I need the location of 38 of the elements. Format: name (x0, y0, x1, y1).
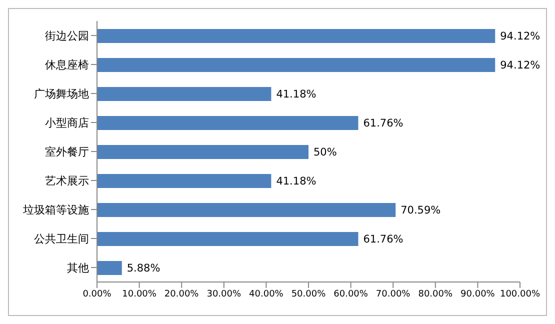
data-label: 61.76% (363, 234, 404, 246)
x-tick-label: 70.00% (376, 289, 411, 300)
data-label: 70.59% (400, 204, 441, 217)
data-label: 41.18% (276, 88, 316, 101)
bar (97, 58, 496, 72)
y-tick-label: 其他 (67, 261, 89, 274)
data-label: 50% (314, 146, 337, 159)
data-label: 41.18% (276, 176, 316, 188)
x-tick-label: 30.00% (206, 289, 242, 300)
x-tick-label: 80.00% (418, 289, 453, 300)
bar (97, 145, 308, 159)
x-tick-label: 20.00% (164, 289, 200, 300)
data-label: 94.12% (500, 30, 540, 43)
bar (97, 29, 496, 43)
y-tick-label: 小型商店 (45, 116, 89, 130)
x-tick-label: 90.00% (460, 289, 496, 300)
y-tick-label: 垃圾箱等设施 (22, 203, 89, 216)
bar (97, 87, 272, 101)
x-tick-label: 0.00% (82, 289, 112, 300)
y-tick-label: 室外餐厅 (45, 145, 89, 158)
bar (97, 203, 396, 217)
y-tick-label: 休息座椅 (45, 58, 89, 72)
x-tick-label: 40.00% (249, 289, 284, 300)
x-tick-label: 10.00% (122, 289, 157, 300)
x-tick-label: 100.00% (500, 289, 540, 300)
bar (97, 232, 358, 246)
bar (97, 174, 272, 188)
x-tick-label: 60.00% (334, 289, 368, 300)
data-label: 94.12% (500, 60, 540, 72)
bar (97, 261, 122, 275)
y-tick-label: 公共卫生间 (34, 232, 89, 246)
y-tick-label: 艺术展示 (45, 174, 89, 188)
data-label: 5.88% (126, 262, 160, 275)
bar (97, 116, 358, 130)
x-tick-label: 50.00% (291, 289, 326, 300)
y-tick-label: 广场舞场地 (34, 87, 89, 100)
data-label: 61.76% (363, 118, 404, 130)
y-tick-label: 街边公园 (45, 29, 89, 42)
